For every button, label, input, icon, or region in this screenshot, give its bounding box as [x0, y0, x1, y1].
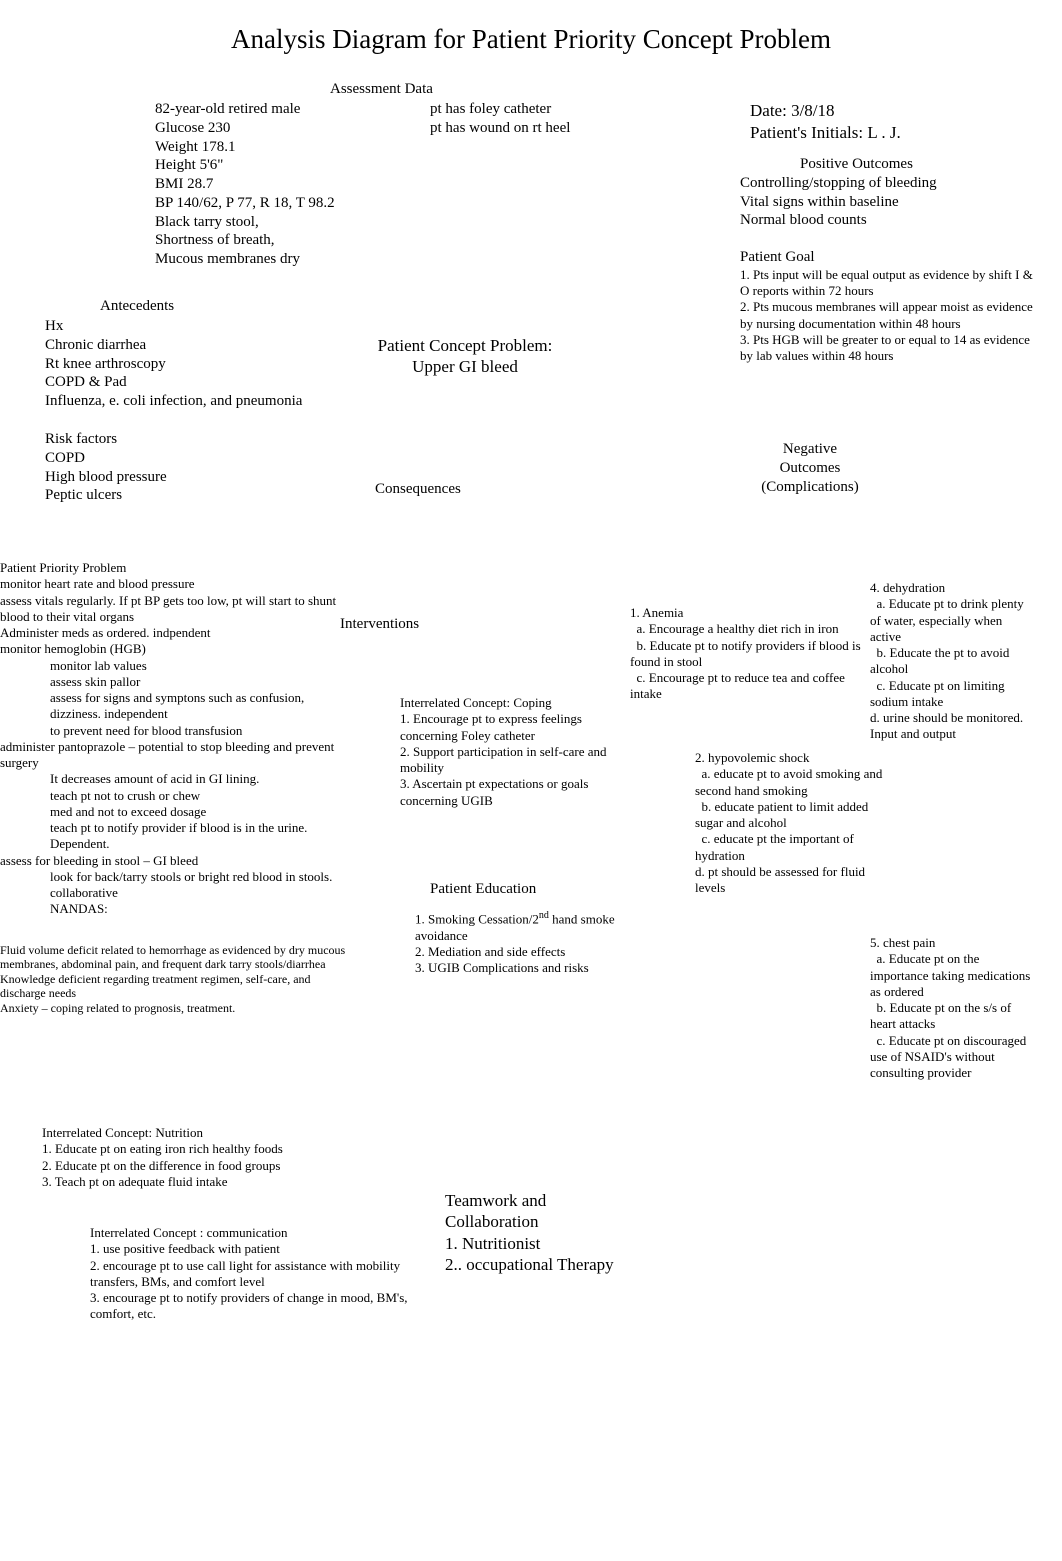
negative-l1: Negative: [710, 440, 910, 459]
negative-l2: Outcomes: [710, 459, 910, 478]
communication-body: 1. use positive feedback with patient2. …: [90, 1241, 440, 1322]
assessment-col1: 82-year-old retired maleGlucose 230Weigh…: [155, 100, 455, 269]
antecedents-risk: Risk factors COPDHigh blood pressurePept…: [45, 430, 325, 505]
chest-header: 5. chest pain: [870, 935, 1035, 951]
hx-body: Chronic diarrheaRt knee arthroscopyCOPD …: [45, 336, 325, 411]
risk-body: COPDHigh blood pressurePeptic ulcers: [45, 449, 325, 505]
communication-header: Interrelated Concept : communication: [90, 1225, 440, 1241]
coping-header: Interrelated Concept: Coping: [400, 695, 615, 711]
risk-label: Risk factors: [45, 430, 325, 449]
complication-shock: 2. hypovolemic shock a. educate pt to av…: [695, 750, 895, 896]
interrelated-nutrition: Interrelated Concept: Nutrition 1. Educa…: [42, 1125, 382, 1190]
coping-body: 1. Encourage pt to express feelings conc…: [400, 711, 615, 809]
antecedents-hx: Hx Chronic diarrheaRt knee arthroscopyCO…: [45, 317, 325, 411]
concept-problem-line: Upper GI bleed: [335, 356, 595, 377]
nutrition-header: Interrelated Concept: Nutrition: [42, 1125, 382, 1141]
page-title: Analysis Diagram for Patient Priority Co…: [0, 24, 1062, 55]
anemia-header: 1. Anemia: [630, 605, 865, 621]
concept-problem-header: Patient Concept Problem:: [335, 335, 595, 356]
priority-body: monitor heart rate and blood pressureass…: [0, 576, 350, 917]
positive-outcomes: Positive Outcomes Controlling/stopping o…: [740, 155, 1020, 230]
negative-outcomes: Negative Outcomes (Complications): [710, 440, 910, 496]
complication-chest: 5. chest pain a. Educate pt on the impor…: [870, 935, 1035, 1081]
interrelated-communication: Interrelated Concept : communication 1. …: [90, 1225, 440, 1323]
date-label: Date: 3/8/18: [750, 100, 835, 121]
initials-label: Patient's Initials: L . J.: [750, 122, 901, 143]
shock-header: 2. hypovolemic shock: [695, 750, 895, 766]
consequences-header: Consequences: [375, 480, 461, 499]
patient-goal: Patient Goal 1. Pts input will be equal …: [740, 248, 1040, 364]
negative-l3: (Complications): [710, 478, 910, 497]
nutrition-body: 1. Educate pt on eating iron rich health…: [42, 1141, 382, 1190]
priority-header: Patient Priority Problem: [0, 560, 350, 576]
patient-goal-body: 1. Pts input will be equal output as evi…: [740, 267, 1040, 365]
complication-anemia: 1. Anemia a. Encourage a healthy diet ri…: [630, 605, 865, 703]
patient-education-body: 1. Smoking Cessation/2nd hand smoke avoi…: [415, 910, 645, 976]
priority-problem: Patient Priority Problem monitor heart r…: [0, 560, 350, 918]
assessment-header: Assessment Data: [330, 80, 433, 99]
positive-outcomes-body: Controlling/stopping of bleedingVital si…: [740, 174, 1020, 230]
dehydration-header: 4. dehydration: [870, 580, 1035, 596]
shock-body: a. educate pt to avoid smoking and secon…: [695, 766, 895, 896]
teamwork-collaboration: Teamwork and Collaboration 1. Nutritioni…: [445, 1190, 625, 1275]
patient-goal-header: Patient Goal: [740, 248, 1040, 267]
dehydration-body: a. Educate pt to drink plenty of water, …: [870, 596, 1035, 742]
concept-problem: Patient Concept Problem: Upper GI bleed: [335, 335, 595, 378]
hx-label: Hx: [45, 317, 325, 336]
positive-outcomes-header: Positive Outcomes: [740, 155, 1020, 174]
assessment-col2: pt has foley catheterpt has wound on rt …: [430, 100, 680, 138]
anemia-body: a. Encourage a healthy diet rich in iron…: [630, 621, 865, 702]
chest-body: a. Educate pt on the importance taking m…: [870, 951, 1035, 1081]
interrelated-coping: Interrelated Concept: Coping 1. Encourag…: [400, 695, 615, 809]
priority-nandas: Fluid volume deficit related to hemorrha…: [0, 943, 350, 1015]
teamwork-header: Teamwork and Collaboration: [445, 1190, 625, 1233]
teamwork-body: 1. Nutritionist2.. occupational Therapy: [445, 1233, 625, 1276]
patient-education-header: Patient Education: [430, 880, 536, 899]
complication-dehydration: 4. dehydration a. Educate pt to drink pl…: [870, 580, 1035, 743]
interventions-header: Interventions: [340, 615, 419, 634]
antecedents-header: Antecedents: [100, 297, 174, 316]
